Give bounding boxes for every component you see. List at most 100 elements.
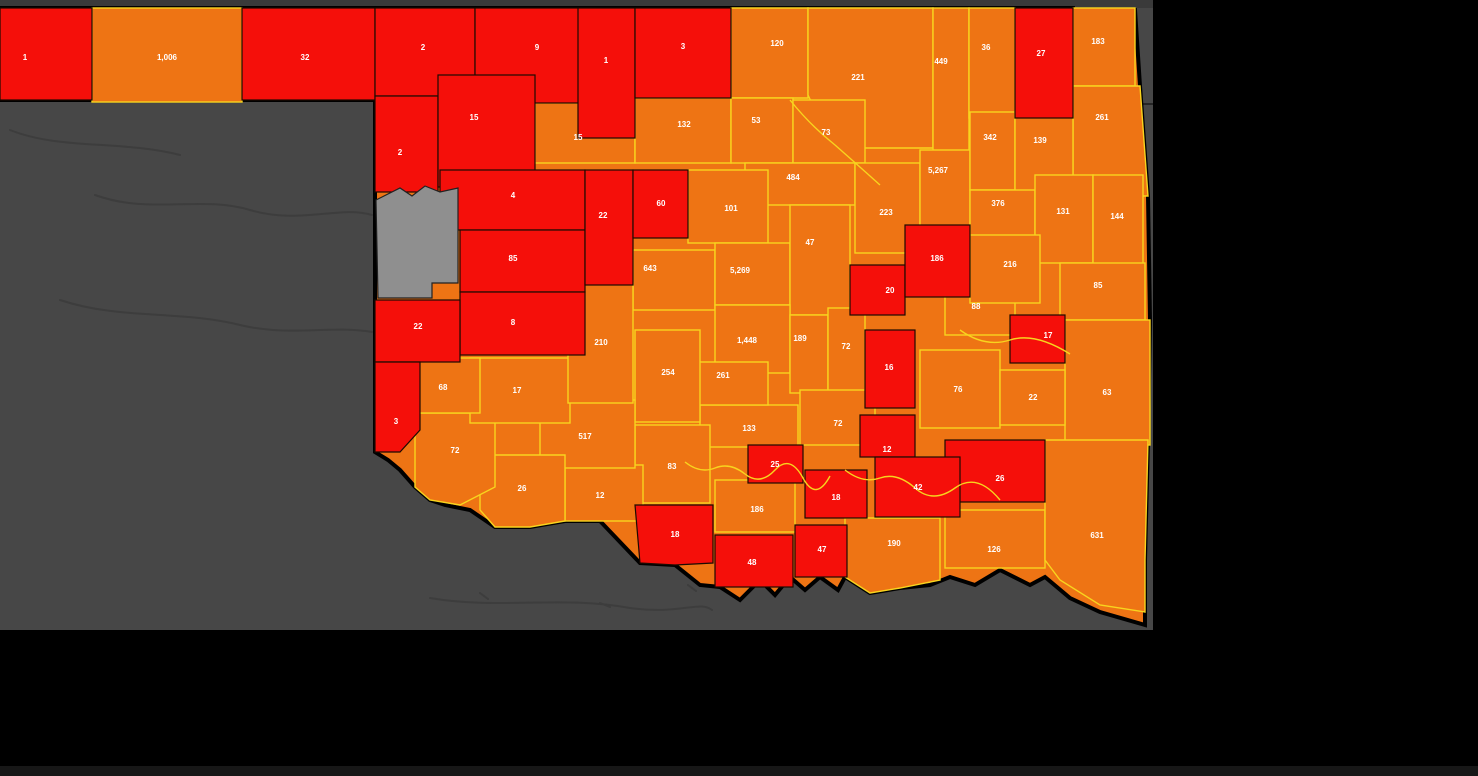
county-region-c60[interactable] bbox=[844, 517, 941, 594]
county-value-label-c51: 76 bbox=[954, 385, 963, 394]
county-value-label-c22: 223 bbox=[879, 208, 893, 217]
county-region-c33[interactable] bbox=[375, 185, 459, 299]
county-region-c15[interactable] bbox=[374, 95, 439, 193]
county-region-c68[interactable] bbox=[634, 424, 711, 504]
county-region-c67[interactable] bbox=[634, 329, 701, 423]
county-region-c52[interactable] bbox=[999, 369, 1066, 426]
county-value-label-c65: 133 bbox=[742, 424, 756, 433]
county-region-c70[interactable] bbox=[564, 464, 644, 522]
county-region-c36[interactable] bbox=[687, 169, 769, 244]
county-value-label-c62: 48 bbox=[748, 558, 757, 567]
county-region-c24[interactable] bbox=[969, 111, 1016, 191]
county-region-c12[interactable] bbox=[1014, 7, 1074, 119]
county-region-c65[interactable] bbox=[699, 404, 799, 448]
county-value-label-c40: 1,448 bbox=[737, 336, 758, 345]
county-region-c72[interactable] bbox=[479, 454, 566, 528]
county-value-label-c70: 12 bbox=[596, 491, 605, 500]
county-region-c37[interactable] bbox=[632, 249, 716, 311]
county-region-c19[interactable] bbox=[730, 97, 794, 164]
county-value-label-c73: 72 bbox=[451, 446, 460, 455]
county-region-c55[interactable] bbox=[1044, 439, 1149, 613]
county-value-label-c34: 22 bbox=[599, 211, 608, 220]
river-lines bbox=[9, 129, 713, 611]
county-value-label-c04: 2 bbox=[421, 43, 426, 52]
county-region-c53[interactable] bbox=[944, 439, 1046, 503]
county-region-c54[interactable] bbox=[944, 509, 1046, 569]
county-region-c18[interactable] bbox=[634, 97, 732, 164]
county-region-c57[interactable] bbox=[874, 456, 961, 518]
county-value-label-c17: 15 bbox=[574, 133, 583, 142]
county-region-c45[interactable] bbox=[904, 224, 971, 298]
county-region-c01[interactable] bbox=[0, 7, 93, 101]
county-layer-gray bbox=[375, 185, 459, 299]
county-region-c48[interactable] bbox=[1059, 262, 1146, 321]
county-region-c06[interactable] bbox=[577, 7, 636, 139]
county-value-label-c09: 221 bbox=[851, 73, 865, 82]
county-region-c64[interactable] bbox=[747, 444, 804, 484]
county-value-label-c64: 25 bbox=[771, 460, 780, 469]
county-region-c66[interactable] bbox=[687, 361, 769, 406]
county-value-label-c69: 18 bbox=[671, 530, 680, 539]
county-region-c27[interactable] bbox=[1034, 174, 1094, 264]
county-value-label-c10: 449 bbox=[934, 57, 948, 66]
county-value-label-c28: 144 bbox=[1110, 212, 1124, 221]
county-region-c39[interactable] bbox=[789, 204, 851, 316]
county-region-c31[interactable] bbox=[459, 291, 586, 356]
basemap-top-strip bbox=[0, 0, 1153, 8]
county-value-label-c61: 47 bbox=[818, 545, 827, 554]
county-region-c47[interactable] bbox=[969, 234, 1041, 304]
county-region-c76[interactable] bbox=[374, 361, 421, 453]
county-value-label-c60: 190 bbox=[887, 539, 901, 548]
county-value-label-c52: 22 bbox=[1029, 393, 1038, 402]
county-region-c38[interactable] bbox=[714, 242, 791, 306]
county-region-c74[interactable] bbox=[469, 357, 571, 424]
county-value-label-c26: 376 bbox=[991, 199, 1005, 208]
county-region-c50[interactable] bbox=[1064, 319, 1151, 446]
county-region-c62[interactable] bbox=[714, 534, 794, 588]
county-region-c42[interactable] bbox=[827, 307, 866, 396]
county-value-label-c63: 186 bbox=[750, 505, 764, 514]
county-region-c41[interactable] bbox=[789, 314, 829, 394]
county-region-c03[interactable] bbox=[241, 7, 376, 101]
county-value-label-c18: 132 bbox=[677, 120, 691, 129]
county-value-label-c47: 216 bbox=[1003, 260, 1017, 269]
county-value-label-c44: 16 bbox=[885, 363, 894, 372]
county-layer-red bbox=[0, 7, 1074, 588]
county-region-c61[interactable] bbox=[794, 524, 848, 578]
county-region-c73[interactable] bbox=[414, 412, 496, 506]
county-value-label-c27: 131 bbox=[1056, 207, 1070, 216]
county-region-c56[interactable] bbox=[859, 414, 916, 458]
county-region-c23[interactable] bbox=[919, 149, 971, 229]
county-value-label-c45: 186 bbox=[930, 254, 944, 263]
county-region-c29[interactable] bbox=[439, 169, 586, 231]
county-region-c34[interactable] bbox=[584, 169, 634, 286]
county-region-c11[interactable] bbox=[968, 7, 1016, 119]
county-value-label-c23: 5,267 bbox=[928, 166, 949, 175]
county-value-label-c01: 1 bbox=[23, 53, 28, 62]
county-region-c02[interactable] bbox=[91, 7, 243, 103]
county-region-c44[interactable] bbox=[864, 329, 916, 409]
county-value-label-c31: 8 bbox=[511, 318, 516, 327]
county-value-label-c39: 47 bbox=[806, 238, 815, 247]
county-region-c26[interactable] bbox=[969, 189, 1036, 239]
county-region-c63[interactable] bbox=[714, 479, 796, 533]
county-value-label-c20: 73 bbox=[822, 128, 831, 137]
county-value-label-c77: 210 bbox=[594, 338, 608, 347]
county-region-c10[interactable] bbox=[932, 7, 970, 159]
county-region-c75[interactable] bbox=[417, 357, 481, 414]
county-region-c35[interactable] bbox=[632, 169, 689, 239]
county-region-c20[interactable] bbox=[792, 99, 866, 164]
county-region-c69[interactable] bbox=[634, 504, 714, 566]
county-region-c43[interactable] bbox=[849, 264, 906, 316]
county-region-c51[interactable] bbox=[919, 349, 1001, 429]
county-value-label-c05: 9 bbox=[535, 43, 540, 52]
county-region-c59[interactable] bbox=[804, 469, 868, 519]
county-region-c30[interactable] bbox=[459, 229, 586, 293]
county-value-label-c54: 126 bbox=[987, 545, 1001, 554]
county-region-c08[interactable] bbox=[730, 7, 809, 99]
county-region-c07[interactable] bbox=[634, 7, 732, 99]
county-region-c13[interactable] bbox=[1072, 7, 1136, 87]
county-region-c32[interactable] bbox=[374, 299, 461, 363]
yellow-river-borders bbox=[684, 99, 1071, 501]
